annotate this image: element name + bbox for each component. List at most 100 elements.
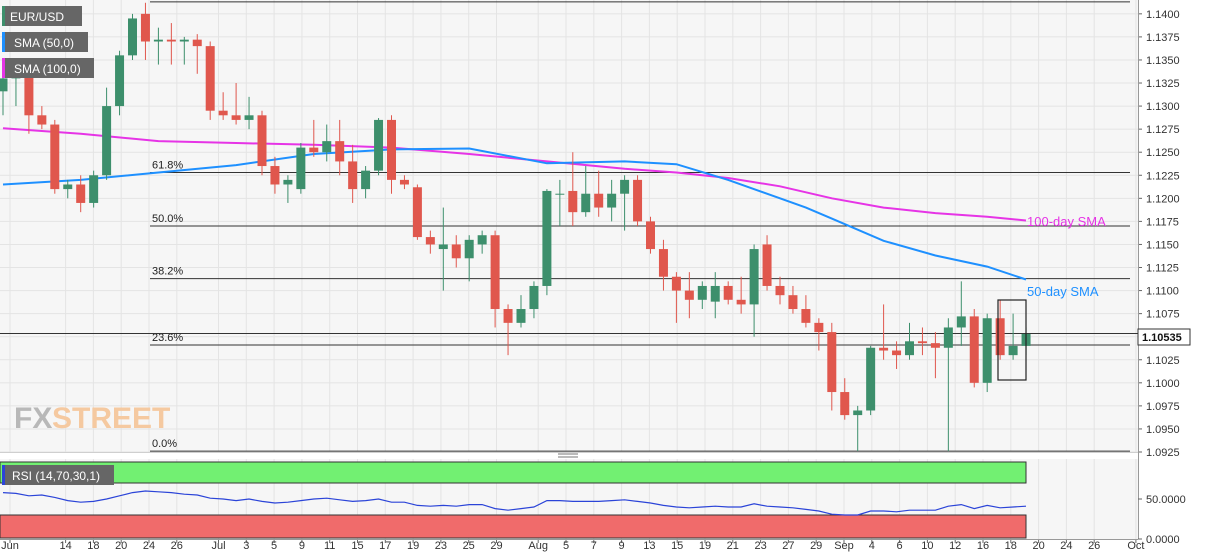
- legend-rsi[interactable]: RSI (14,70,30,1): [2, 465, 114, 485]
- legend-sma50[interactable]: SMA (50,0): [2, 32, 88, 52]
- candle[interactable]: [956, 281, 966, 346]
- fib-level-label: 50.0%: [152, 213, 183, 225]
- candle[interactable]: [192, 34, 202, 74]
- candle[interactable]: [477, 230, 487, 254]
- candle[interactable]: [412, 184, 422, 240]
- y-tick-label: 1.1100: [1146, 286, 1179, 298]
- candle[interactable]: [905, 322, 914, 360]
- candle[interactable]: [361, 166, 371, 199]
- candle[interactable]: [387, 115, 396, 194]
- x-tick-label: 24: [1060, 540, 1072, 552]
- x-tick-label: 27: [782, 540, 794, 552]
- candle[interactable]: [516, 295, 526, 328]
- fib-level-label: 100.0%: [152, 0, 190, 1]
- candle[interactable]: [348, 144, 358, 203]
- candle[interactable]: [464, 235, 474, 282]
- candle[interactable]: [982, 313, 992, 393]
- candle[interactable]: [425, 230, 435, 254]
- candle[interactable]: [930, 332, 940, 379]
- candle[interactable]: [814, 318, 824, 351]
- candle[interactable]: [451, 235, 461, 268]
- candle[interactable]: [542, 189, 552, 296]
- candle[interactable]: [736, 276, 746, 314]
- candle[interactable]: [646, 216, 655, 254]
- panel-resize-handle[interactable]: [558, 453, 578, 458]
- legend-symbol[interactable]: EUR/USD: [2, 6, 82, 26]
- candle[interactable]: [853, 405, 863, 452]
- candle[interactable]: [633, 175, 643, 226]
- candle[interactable]: [89, 170, 99, 208]
- x-tick-label: 26: [1088, 540, 1100, 552]
- candle[interactable]: [244, 96, 254, 130]
- x-tick-label: 16: [977, 540, 989, 552]
- candle[interactable]: [270, 156, 280, 194]
- candle[interactable]: [231, 83, 241, 125]
- candle[interactable]: [322, 124, 332, 162]
- candle[interactable]: [63, 179, 73, 199]
- candle[interactable]: [153, 27, 163, 65]
- candle[interactable]: [749, 244, 759, 337]
- x-tick-label: 4: [869, 540, 875, 552]
- candle[interactable]: [335, 119, 345, 176]
- candle[interactable]: [620, 175, 630, 231]
- candle[interactable]: [684, 272, 694, 319]
- candle[interactable]: [658, 239, 668, 291]
- candle[interactable]: [503, 304, 513, 356]
- y-tick-label: 1.1000: [1146, 378, 1180, 390]
- candle[interactable]: [438, 207, 448, 291]
- candle[interactable]: [102, 87, 112, 180]
- candle[interactable]: [490, 230, 500, 328]
- y-tick-label: 1.1375: [1146, 32, 1180, 44]
- candle[interactable]: [568, 152, 578, 226]
- candle[interactable]: [374, 118, 384, 176]
- candle[interactable]: [917, 327, 927, 356]
- candle[interactable]: [762, 235, 772, 291]
- candle[interactable]: [115, 50, 125, 116]
- candle[interactable]: [257, 110, 267, 176]
- candle[interactable]: [76, 175, 86, 213]
- candle[interactable]: [37, 106, 47, 130]
- x-tick-label: 18: [1005, 540, 1017, 552]
- candle[interactable]: [801, 295, 811, 328]
- candle[interactable]: [827, 322, 837, 411]
- candle[interactable]: [788, 285, 798, 314]
- candle[interactable]: [205, 41, 215, 120]
- candle[interactable]: [866, 345, 876, 416]
- candle[interactable]: [529, 281, 539, 319]
- legend-sma100-label: SMA (100,0): [14, 62, 81, 76]
- candle[interactable]: [1008, 313, 1018, 360]
- x-tick-label: 24: [143, 540, 155, 552]
- candle[interactable]: [892, 341, 902, 369]
- candle[interactable]: [50, 119, 60, 194]
- candle[interactable]: [775, 276, 785, 305]
- y-tick-label: 1.1225: [1146, 170, 1180, 182]
- sma100-annotation: 100-day SMA: [1027, 214, 1106, 229]
- candle[interactable]: [710, 272, 720, 319]
- candle[interactable]: [943, 318, 953, 452]
- candle[interactable]: [723, 281, 733, 305]
- candle[interactable]: [555, 179, 565, 226]
- candle[interactable]: [179, 36, 189, 65]
- candle[interactable]: [671, 272, 681, 323]
- candle[interactable]: [128, 13, 137, 60]
- candle[interactable]: [697, 281, 707, 310]
- candle[interactable]: [399, 175, 409, 190]
- candle[interactable]: [879, 304, 889, 360]
- candle[interactable]: [296, 142, 306, 194]
- sma100-line: [2, 127, 1027, 222]
- candle[interactable]: [594, 170, 604, 217]
- candle[interactable]: [218, 92, 228, 120]
- candle[interactable]: [840, 378, 850, 420]
- legend-sma100[interactable]: SMA (100,0): [2, 58, 94, 78]
- candle[interactable]: [995, 299, 1005, 360]
- y-tick-label: 1.1125: [1146, 263, 1179, 275]
- candle[interactable]: [607, 179, 617, 222]
- candle[interactable]: [309, 119, 319, 157]
- candle[interactable]: [283, 175, 293, 203]
- candle[interactable]: [166, 23, 176, 65]
- x-tick-label: 12: [949, 540, 961, 552]
- candle[interactable]: [140, 2, 150, 60]
- candle[interactable]: [969, 309, 979, 388]
- candle[interactable]: [581, 166, 591, 217]
